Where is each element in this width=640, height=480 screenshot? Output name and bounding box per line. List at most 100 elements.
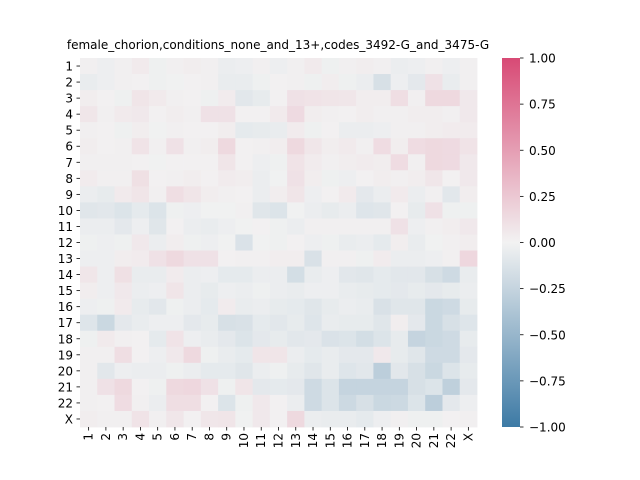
heatmap-cell <box>166 314 184 332</box>
heatmap-cell <box>442 378 461 396</box>
heatmap-cell <box>459 362 478 380</box>
heatmap-cell <box>425 346 443 364</box>
heatmap-cell <box>252 138 271 155</box>
heatmap-cell <box>459 410 478 428</box>
heatmap-cell <box>269 218 288 235</box>
heatmap-cell <box>287 90 305 107</box>
heatmap-cell <box>183 346 202 364</box>
heatmap-cell <box>338 186 357 203</box>
heatmap-cell <box>269 410 288 428</box>
heatmap-cell <box>235 314 254 332</box>
heatmap-cell <box>149 234 167 251</box>
heatmap-cell <box>390 106 409 123</box>
colorbar-tick-label: 1.00 <box>529 52 556 66</box>
heatmap-cell <box>321 394 340 412</box>
heatmap-cell <box>235 90 254 107</box>
heatmap-cell <box>425 298 443 316</box>
heatmap-cell <box>149 74 167 91</box>
heatmap-cell <box>321 282 340 300</box>
heatmap-cell <box>373 346 392 364</box>
heatmap-cell <box>183 362 202 380</box>
heatmap-cell <box>321 58 340 75</box>
heatmap-cell <box>269 298 288 316</box>
heatmap-cell <box>287 218 305 235</box>
heatmap-cell <box>269 234 288 251</box>
heatmap-cell <box>338 250 357 267</box>
x-tick-label: 14 <box>306 433 320 448</box>
heatmap-cell <box>356 378 374 396</box>
heatmap-cell <box>131 138 150 155</box>
heatmap-cell <box>235 282 254 300</box>
heatmap-cell <box>459 234 478 251</box>
heatmap-cell <box>304 282 323 300</box>
heatmap-cell <box>442 218 461 235</box>
heatmap-cell <box>390 154 409 171</box>
heatmap-cell <box>149 346 167 364</box>
heatmap-cell <box>442 298 461 316</box>
colorbar-tick-label: 0.75 <box>529 98 556 112</box>
heatmap-cell <box>321 122 340 139</box>
heatmap-cell <box>373 154 392 171</box>
heatmap-cell <box>287 250 305 267</box>
heatmap-cell <box>373 74 392 91</box>
heatmap-cell <box>166 74 184 91</box>
heatmap-cell <box>97 298 115 316</box>
heatmap-cell <box>390 218 409 235</box>
heatmap-cell <box>114 330 133 348</box>
heatmap-cell <box>218 74 236 91</box>
colorbar-tick-label: −0.75 <box>529 374 566 388</box>
heatmap-cell <box>459 218 478 235</box>
heatmap-cell <box>425 170 443 187</box>
heatmap-cell <box>304 74 323 91</box>
y-tick-label: 11 <box>58 220 73 234</box>
heatmap-cell <box>149 298 167 316</box>
heatmap-cell <box>97 266 115 284</box>
heatmap-cell <box>200 314 219 332</box>
heatmap-cell <box>183 170 202 187</box>
heatmap-cell <box>166 122 184 139</box>
heatmap-cell <box>269 74 288 91</box>
heatmap-cell <box>373 218 392 235</box>
heatmap-cell <box>97 250 115 267</box>
heatmap-cell <box>200 186 219 203</box>
heatmap-cell <box>373 138 392 155</box>
heatmap-cell <box>407 74 426 91</box>
heatmap-cell <box>338 106 357 123</box>
y-tick-label: 16 <box>58 300 73 314</box>
y-tick-label: 19 <box>58 348 73 362</box>
heatmap-cell <box>442 234 461 251</box>
heatmap-cell <box>321 234 340 251</box>
colorbar-tick-label: −1.00 <box>529 421 566 435</box>
heatmap-cell <box>373 170 392 187</box>
heatmap-cell <box>356 330 374 348</box>
heatmap-cell <box>459 314 478 332</box>
heatmap-cell <box>200 58 219 75</box>
heatmap-cell <box>166 282 184 300</box>
heatmap-cell <box>183 266 202 284</box>
heatmap-cell <box>425 202 443 219</box>
heatmap-cell <box>183 234 202 251</box>
heatmap-cell <box>459 90 478 107</box>
heatmap-cell <box>166 362 184 380</box>
heatmap-cell <box>425 394 443 412</box>
heatmap-cell <box>97 234 115 251</box>
heatmap-cell <box>80 122 98 139</box>
heatmap-cell <box>218 250 236 267</box>
heatmap-cell <box>183 330 202 348</box>
heatmap-cell <box>304 410 323 428</box>
heatmap-cell <box>131 314 150 332</box>
heatmap-cell <box>287 298 305 316</box>
heatmap-cell <box>252 378 271 396</box>
y-tick-label: 13 <box>58 252 73 266</box>
heatmap-cell <box>149 170 167 187</box>
heatmap-cell <box>235 410 254 428</box>
heatmap-cell <box>321 250 340 267</box>
heatmap-cell <box>80 90 98 107</box>
heatmap-cell <box>407 154 426 171</box>
heatmap-cell <box>183 378 202 396</box>
heatmap-cell <box>131 106 150 123</box>
heatmap-cell <box>321 298 340 316</box>
heatmap-cell <box>287 234 305 251</box>
heatmap-cell <box>252 90 271 107</box>
heatmap-cell <box>218 186 236 203</box>
